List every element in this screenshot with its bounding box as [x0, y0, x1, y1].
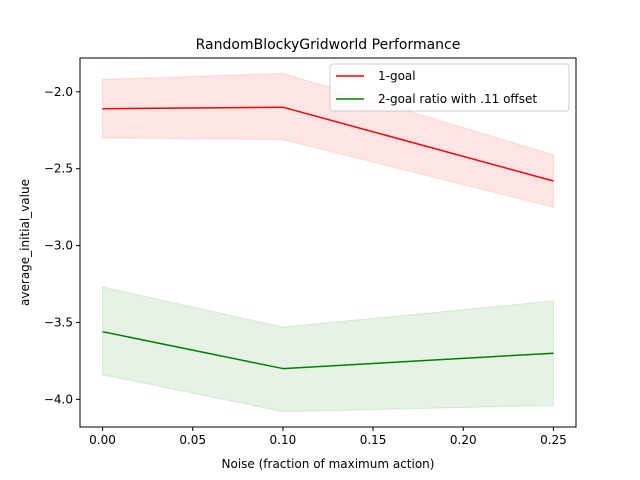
y-tick-label: −3.0 [44, 239, 73, 253]
confidence-bands [102, 72, 554, 413]
legend-label: 2-goal ratio with .11 offset [378, 92, 537, 106]
y-axis-label: average_initial_value [18, 179, 32, 306]
x-axis-ticks: 0.00 0.05 0.10 0.15 0.20 0.25 [89, 427, 567, 447]
x-tick-label: 0.20 [450, 433, 477, 447]
x-tick-label: 0.25 [540, 433, 567, 447]
x-axis-label: Noise (fraction of maximum action) [222, 457, 435, 471]
x-tick-label: 0.00 [89, 433, 116, 447]
legend-label: 1-goal [378, 69, 416, 83]
y-tick-label: −3.5 [44, 315, 73, 329]
confidence-band-2 [102, 286, 554, 413]
y-axis-ticks: −4.0 −3.5 −3.0 −2.5 −2.0 [44, 85, 80, 406]
plot-area-frame [79, 57, 577, 428]
y-tick-label: −2.0 [44, 85, 73, 99]
y-tick-label: −2.5 [44, 162, 73, 176]
chart-title: RandomBlockyGridworld Performance [196, 37, 461, 53]
series-lines [102, 106, 554, 370]
x-tick-label: 0.05 [179, 433, 206, 447]
x-tick-label: 0.10 [270, 433, 297, 447]
legend: 1-goal 2-goal ratio with .11 offset [329, 63, 570, 112]
x-tick-label: 0.15 [360, 433, 387, 447]
confidence-band-1 [102, 72, 554, 208]
y-tick-label: −4.0 [44, 392, 73, 406]
series-line-2 [102, 330, 554, 370]
legend-box [329, 63, 570, 112]
series-line-1 [102, 106, 554, 182]
